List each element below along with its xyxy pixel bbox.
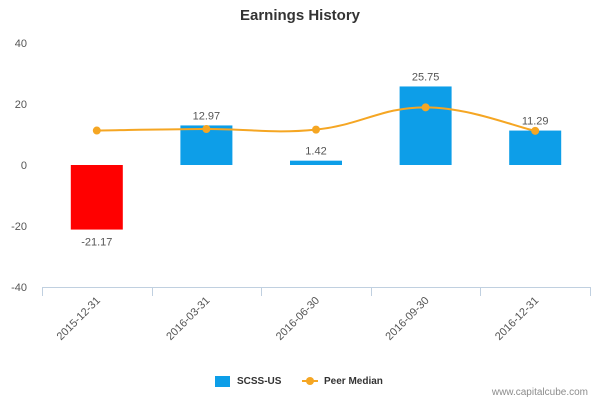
x-tick-label: 2016-03-31 [164,295,212,343]
y-tick-label: 20 [15,99,27,111]
bar [290,160,342,165]
y-tick-label: 40 [15,38,27,50]
bar-series [70,86,562,230]
legend-line-swatch [302,377,318,385]
y-tick-label: -20 [11,221,27,233]
legend-item-line[interactable]: Peer Median [302,374,383,388]
peer-median-point [312,125,320,134]
legend-line-label: Peer Median [324,375,383,387]
peer-median-point [421,103,430,112]
x-tick-label: 2016-12-31 [493,295,541,343]
bar-value-label: -21.17 [81,237,112,249]
x-tick-label: 2015-12-31 [55,295,103,343]
y-axis: -40 -20 0 20 40 [11,38,27,294]
bar [399,86,452,165]
peer-median-point [92,126,101,135]
bar-value-label: 12.97 [193,110,221,122]
source-credit: www.capitalcube.com [491,387,588,398]
legend-bar-label: SCSS-US [237,375,282,387]
x-axis: 2015-12-31 2016-03-31 2016-06-30 2016-09-30… [42,287,591,343]
peer-median-point [202,125,211,134]
peer-median-series [92,103,540,135]
bar-value-label: 1.42 [305,146,326,158]
peer-median-point [531,126,540,135]
y-tick-label: 0 [21,160,27,172]
bar-value-label: 25.75 [412,71,440,83]
x-tick-label: 2016-06-30 [274,295,322,343]
legend-bar-swatch [215,375,230,387]
bar-data-labels: -21.17 12.97 1.42 25.75 11.29 [81,71,548,248]
bar [509,130,562,165]
legend: SCSS-US Peer Median [0,374,600,388]
bar [70,165,123,230]
bar-value-label: 11.29 [522,116,549,128]
chart-title: Earnings History [239,7,361,24]
x-tick-label: 2016-09-30 [383,295,431,343]
y-tick-label: -40 [11,282,27,294]
legend-item-bar[interactable]: SCSS-US [215,374,281,388]
